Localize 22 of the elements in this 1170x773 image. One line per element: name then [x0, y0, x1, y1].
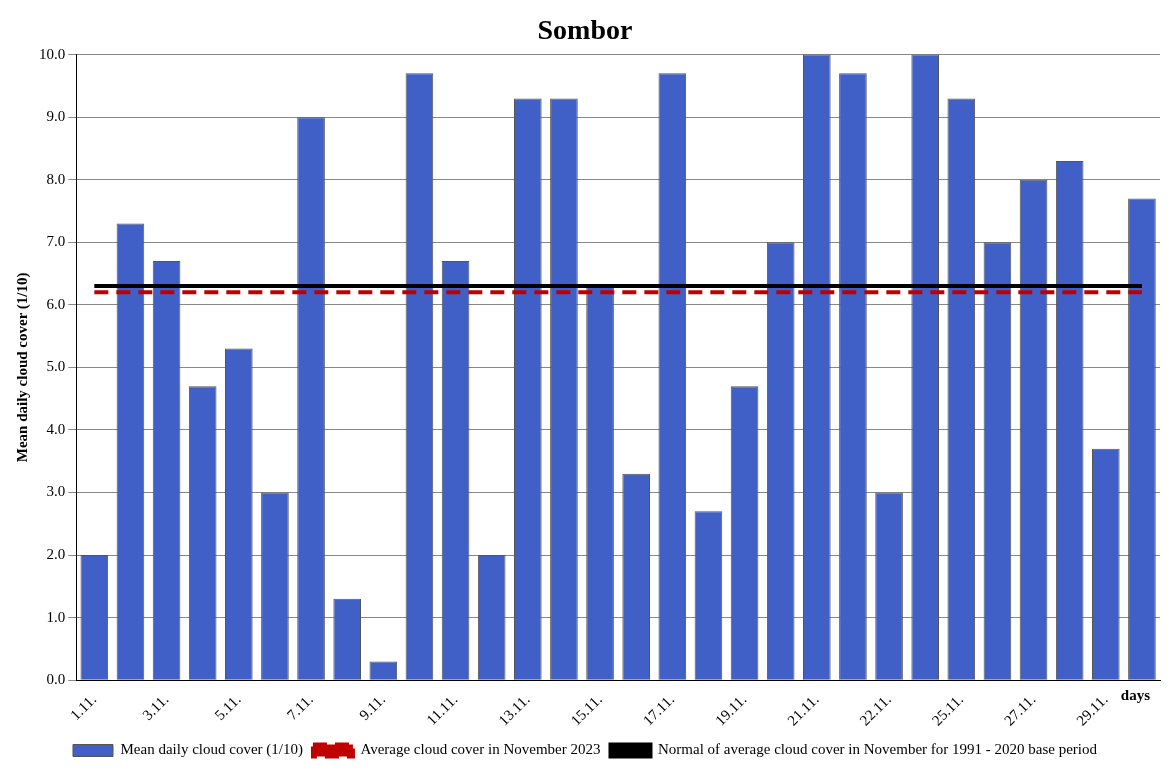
y-tick-label: 2.0 [46, 545, 66, 562]
y-tick-label: 6.0 [46, 295, 66, 312]
legend-label: Mean daily cloud cover (1/10) [120, 741, 303, 759]
y-tick-label: 10.0 [39, 45, 66, 62]
legend-label: Normal of average cloud cover in November for 1991 - 2020 base period [657, 741, 1098, 758]
y-tick-label: 0.0 [46, 671, 66, 688]
y-tick-label: 9.0 [46, 108, 66, 125]
y-tick-label: 7.0 [46, 233, 66, 250]
y-tick-label: 4.0 [46, 420, 66, 437]
y-axis-title: Mean daily cloud cover (1/10) [13, 272, 31, 463]
x-tick-label: 3.11. [139, 691, 172, 724]
legend-label: Average cloud cover in November 2023 [360, 741, 601, 758]
y-tick-label: 3.0 [46, 483, 66, 500]
x-tick-label: 5.11. [211, 691, 244, 724]
y-tick-label: 1.0 [46, 608, 66, 625]
x-axis-title: days [1120, 686, 1151, 703]
y-tick-label: 5.0 [46, 358, 66, 375]
x-tick-label: 9.11. [356, 691, 389, 724]
x-tick-label: 1.11. [67, 691, 100, 724]
x-tick-label: 7.11. [283, 691, 316, 724]
chart-title: Sombor [537, 14, 633, 46]
y-tick-label: 8.0 [46, 170, 66, 187]
